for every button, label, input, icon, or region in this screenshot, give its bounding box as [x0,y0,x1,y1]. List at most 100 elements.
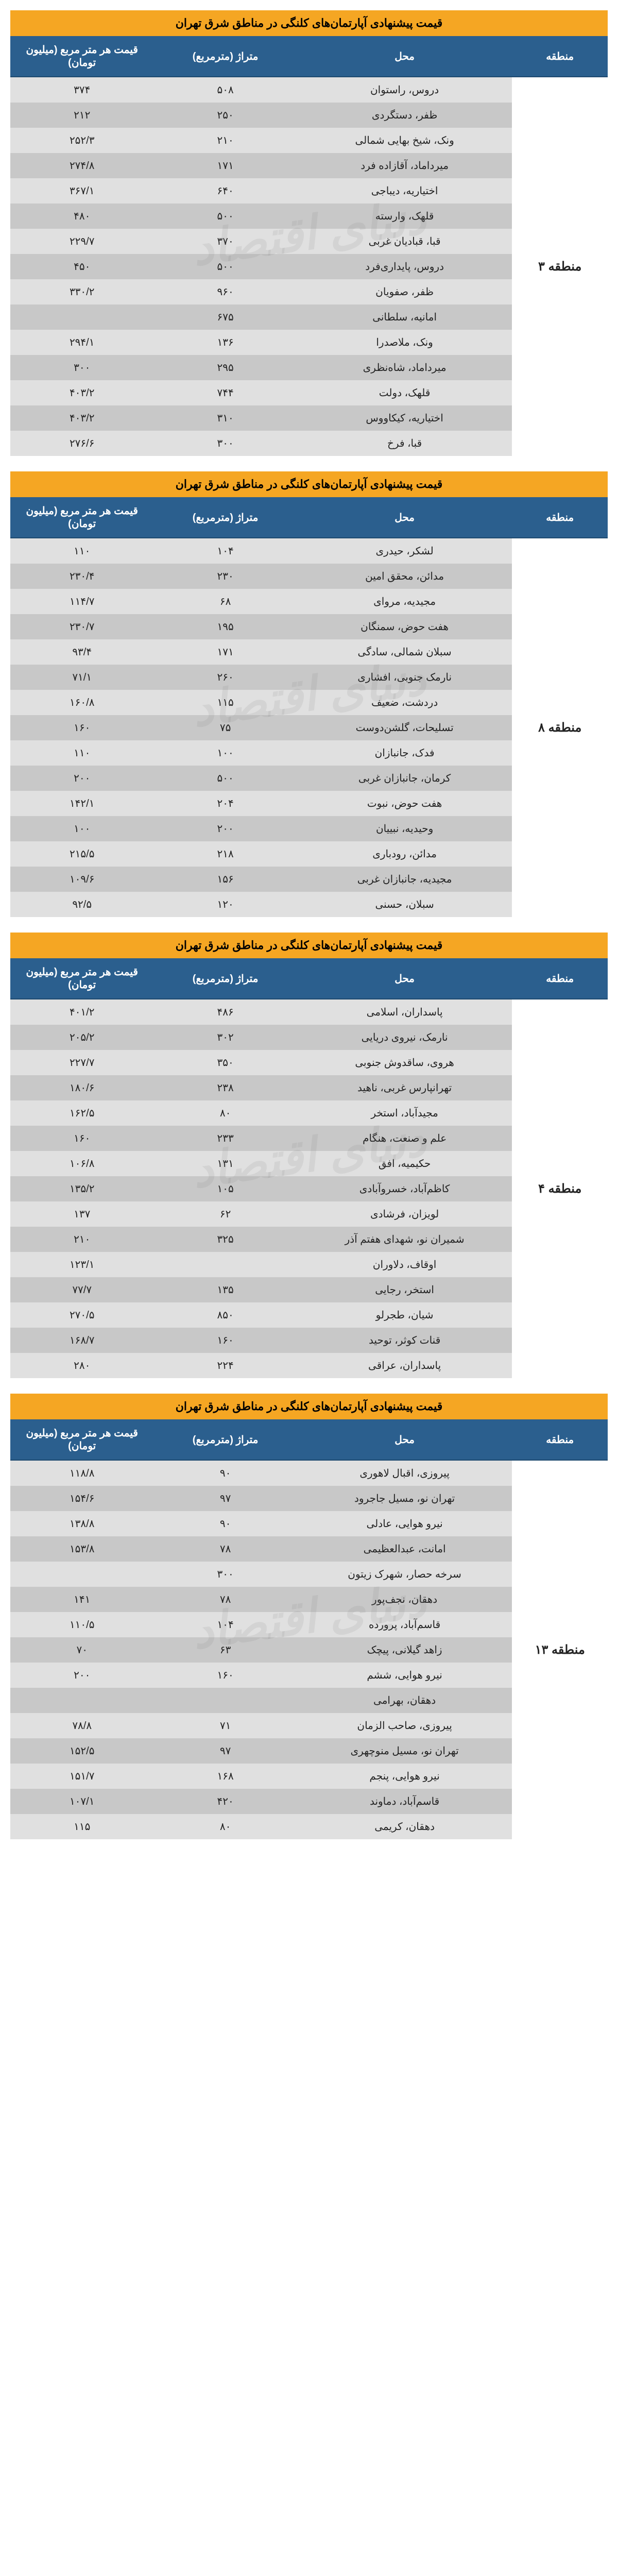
place-cell: هفت حوض، نبوت [297,791,512,816]
area-cell: ۶۷۵ [153,304,297,330]
price-cell: ۴۵۰ [10,254,153,279]
price-cell: ۳۶۷/۱ [10,178,153,204]
price-cell: ۱۱۵ [10,1814,153,1839]
area-cell: ۸۰ [153,1100,297,1126]
area-cell: ۲۳۸ [153,1075,297,1100]
price-cell: ۱۳۸/۸ [10,1511,153,1536]
place-cell: تهرانپارس غربی، ناهید [297,1075,512,1100]
price-table-container: دنیای اقتصادقیمت پیشنهادی آپارتمان‌های ک… [10,10,608,456]
header-place: محل [297,1419,512,1460]
area-cell: ۲۳۰ [153,564,297,589]
region-cell: منطقه ۸ [512,538,608,917]
area-cell: ۲۱۰ [153,128,297,153]
area-cell: ۱۷۱ [153,639,297,665]
place-cell: سبلان شمالی، سادگی [297,639,512,665]
place-cell: ظفر، دستگردی [297,103,512,128]
header-area: متراژ (مترمربع) [153,958,297,999]
place-cell: ونک، شیخ بهایی شمالی [297,128,512,153]
header-region: منطقه [512,497,608,538]
place-cell: پیروزی، صاحب الزمان [297,1713,512,1738]
area-cell: ۸۵۰ [153,1302,297,1328]
place-cell: قنات کوثر، توحید [297,1328,512,1353]
place-cell: قلهک، دولت [297,380,512,405]
header-region: منطقه [512,1419,608,1460]
area-cell: ۵۰۰ [153,204,297,229]
price-cell: ۱۴۱ [10,1587,153,1612]
table-row: منطقه ۱۳پیروزی، اقبال لاهوری۹۰۱۱۸/۸ [10,1460,608,1486]
area-cell: ۶۴۰ [153,178,297,204]
price-cell: ۲۱۰ [10,1227,153,1252]
area-cell: ۲۵۰ [153,103,297,128]
price-cell: ۱۴۲/۱ [10,791,153,816]
price-cell: ۱۵۳/۸ [10,1536,153,1562]
area-cell [153,1688,297,1713]
price-cell: ۲۱۲ [10,103,153,128]
area-cell [153,1252,297,1277]
price-table-container: دنیای اقتصادقیمت پیشنهادی آپارتمان‌های ک… [10,471,608,917]
price-table: منطقهمحلمتراژ (مترمربع)قیمت هر متر مربع … [10,1419,608,1839]
area-cell: ۱۷۱ [153,153,297,178]
price-cell: ۱۰۰ [10,816,153,841]
place-cell: ونک، ملاصدرا [297,330,512,355]
place-cell: علم و صنعت، هنگام [297,1126,512,1151]
area-cell: ۶۲ [153,1201,297,1227]
price-cell [10,1562,153,1587]
area-cell: ۷۴۴ [153,380,297,405]
place-cell: مجیدیه، جانبازان غربی [297,867,512,892]
price-table: منطقهمحلمتراژ (مترمربع)قیمت هر متر مربع … [10,497,608,917]
price-cell: ۲۵۲/۳ [10,128,153,153]
table-row: منطقه ۳دروس، راستوان۵۰۸۳۷۴ [10,77,608,103]
area-cell: ۷۸ [153,1536,297,1562]
place-cell: لویزان، فرشادی [297,1201,512,1227]
place-cell: فدک، جانبازان [297,740,512,766]
table-row: منطقه ۴پاسداران، اسلامی۴۸۶۴۰۱/۲ [10,999,608,1025]
area-cell: ۴۸۶ [153,999,297,1025]
place-cell: میرداماد، آقازاده فرد [297,153,512,178]
table-title: قیمت پیشنهادی آپارتمان‌های کلنگی در مناط… [10,1394,608,1419]
place-cell: هفت حوض، سمنگان [297,614,512,639]
price-table: منطقهمحلمتراژ (مترمربع)قیمت هر متر مربع … [10,958,608,1378]
price-cell: ۱۳۵/۲ [10,1176,153,1201]
area-cell: ۱۲۰ [153,892,297,917]
price-cell: ۱۱۴/۷ [10,589,153,614]
area-cell: ۹۰ [153,1460,297,1486]
area-cell: ۷۵ [153,715,297,740]
place-cell: امانت، عبدالعظیمی [297,1536,512,1562]
place-cell: هروی، ساقدوش جنوبی [297,1050,512,1075]
price-cell: ۲۷۴/۸ [10,153,153,178]
price-cell: ۲۸۰ [10,1353,153,1378]
area-cell: ۴۲۰ [153,1789,297,1814]
area-cell: ۸۰ [153,1814,297,1839]
area-cell: ۲۱۸ [153,841,297,867]
place-cell: نیرو هوایی، ششم [297,1663,512,1688]
place-cell: دهقان، نجف‌پور [297,1587,512,1612]
price-cell: ۱۱۰ [10,740,153,766]
price-cell: ۱۱۸/۸ [10,1460,153,1486]
area-cell: ۷۱ [153,1713,297,1738]
area-cell: ۲۰۰ [153,816,297,841]
table-title: قیمت پیشنهادی آپارتمان‌های کلنگی در مناط… [10,10,608,36]
area-cell: ۹۶۰ [153,279,297,304]
price-cell: ۹۳/۴ [10,639,153,665]
header-price: قیمت هر متر مربع (میلیون تومان) [10,958,153,999]
area-cell: ۱۵۶ [153,867,297,892]
price-cell: ۲۷۶/۶ [10,431,153,456]
place-cell: دروس، راستوان [297,77,512,103]
price-cell: ۲۲۷/۷ [10,1050,153,1075]
place-cell: کاظم‌آباد، خسروآبادی [297,1176,512,1201]
place-cell: استخر، رجایی [297,1277,512,1302]
place-cell: سبلان، حسنی [297,892,512,917]
price-cell: ۱۰۹/۶ [10,867,153,892]
price-cell: ۴۰۱/۲ [10,999,153,1025]
price-cell: ۹۲/۵ [10,892,153,917]
area-cell: ۵۰۰ [153,254,297,279]
area-cell: ۱۰۴ [153,1612,297,1637]
header-place: محل [297,36,512,77]
price-cell: ۱۳۷ [10,1201,153,1227]
place-cell: پاسداران، اسلامی [297,999,512,1025]
area-cell: ۳۰۰ [153,1562,297,1587]
header-price: قیمت هر متر مربع (میلیون تومان) [10,1419,153,1460]
area-cell: ۹۷ [153,1486,297,1511]
price-cell: ۲۲۹/۷ [10,229,153,254]
area-cell: ۱۳۵ [153,1277,297,1302]
